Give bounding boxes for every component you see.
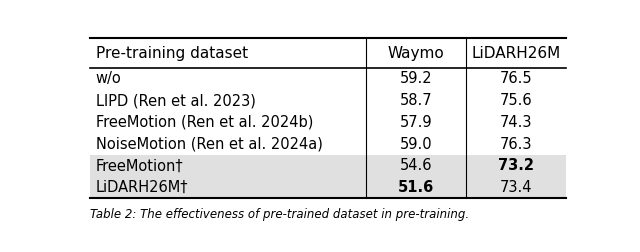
Text: Table 2: The effectiveness of pre-trained dataset in pre-training.: Table 2: The effectiveness of pre-traine… [90, 208, 469, 221]
Text: 74.3: 74.3 [500, 115, 532, 130]
Text: w/o: w/o [96, 72, 122, 86]
Text: Pre-training dataset: Pre-training dataset [96, 46, 248, 60]
Text: Waymo: Waymo [388, 46, 444, 60]
Bar [90, 177, 566, 199]
Text: 58.7: 58.7 [400, 93, 433, 108]
Text: 59.2: 59.2 [400, 72, 433, 86]
Text: 76.5: 76.5 [500, 72, 532, 86]
Text: LiDARH26M: LiDARH26M [472, 46, 561, 60]
Text: 76.3: 76.3 [500, 137, 532, 152]
Text: LiDARH26M†: LiDARH26M† [96, 180, 188, 195]
Text: 73.4: 73.4 [500, 180, 532, 195]
Text: 75.6: 75.6 [500, 93, 532, 108]
Text: 59.0: 59.0 [400, 137, 433, 152]
Text: 57.9: 57.9 [400, 115, 433, 130]
Text: FreeMotion†: FreeMotion† [96, 158, 184, 173]
Text: 54.6: 54.6 [400, 158, 433, 173]
Text: 73.2: 73.2 [498, 158, 534, 173]
Bar [90, 155, 566, 177]
Text: 51.6: 51.6 [398, 180, 434, 195]
Text: NoiseMotion (Ren et al. 2024a): NoiseMotion (Ren et al. 2024a) [96, 137, 323, 152]
Text: LIPD (Ren et al. 2023): LIPD (Ren et al. 2023) [96, 93, 256, 108]
Text: FreeMotion (Ren et al. 2024b): FreeMotion (Ren et al. 2024b) [96, 115, 313, 130]
